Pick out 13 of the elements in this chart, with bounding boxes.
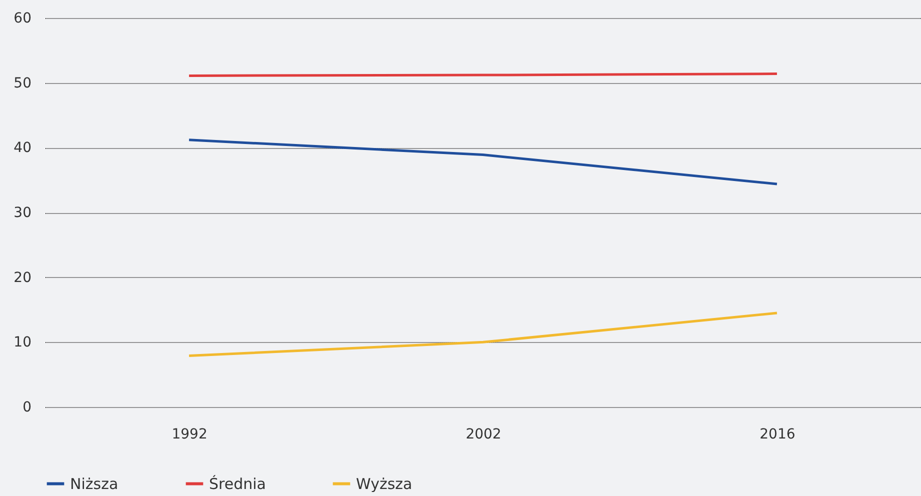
x-tick-label: 1992 <box>172 426 208 442</box>
legend-label: Średnia <box>209 474 266 493</box>
x-tick-label: 2016 <box>760 426 796 442</box>
y-tick-label: 60 <box>14 10 32 26</box>
x-tick-label: 2002 <box>466 426 502 442</box>
y-tick-label: 0 <box>22 400 32 416</box>
legend-label: Wyższa <box>356 474 412 493</box>
y-tick-label: 30 <box>14 205 32 221</box>
y-tick-label: 20 <box>14 270 32 286</box>
y-tick-label: 50 <box>14 75 32 92</box>
legend-label: Niższa <box>70 474 118 493</box>
y-tick-label: 10 <box>14 334 32 351</box>
y-tick-label: 40 <box>14 140 32 156</box>
